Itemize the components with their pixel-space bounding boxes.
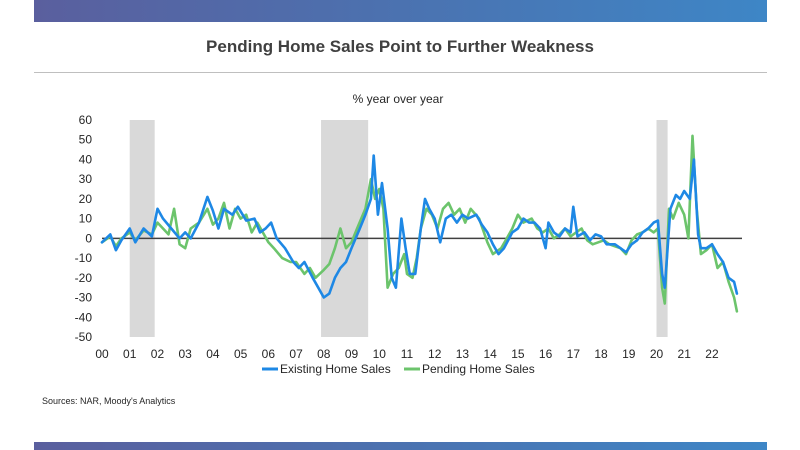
x-tick-label: 15 [511,347,525,361]
x-tick-label: 00 [95,347,109,361]
x-tick-label: 13 [456,347,470,361]
y-tick-label: 10 [79,212,93,226]
x-tick-label: 16 [539,347,553,361]
legend: Existing Home Sales Pending Home Sales [262,362,535,376]
y-tick-label: 50 [79,133,93,147]
x-tick-label: 22 [705,347,719,361]
source-note: Sources: NAR, Moody's Analytics [42,396,176,406]
x-tick-label: 11 [401,347,414,361]
title-divider [34,72,767,73]
y-tick-label: -30 [75,291,93,305]
top-banner [34,0,767,22]
x-tick-label: 08 [317,347,331,361]
x-tick-label: 09 [345,347,359,361]
y-tick-label: 20 [79,192,93,206]
series-lines [100,134,739,313]
chart-title: Pending Home Sales Point to Further Weak… [206,37,594,56]
y-tick-label: 60 [79,113,93,127]
y-tick-label: -10 [75,251,93,265]
x-tick-label: 17 [567,347,581,361]
x-tick-label: 06 [262,347,276,361]
x-tick-label: 02 [151,347,165,361]
legend-existing-label: Existing Home Sales [280,362,391,376]
x-tick-label: 04 [206,347,220,361]
x-tick-label: 12 [428,347,442,361]
x-tick-label: 05 [234,347,248,361]
y-tick-label: -50 [75,330,93,344]
x-tick-label: 18 [594,347,608,361]
y-axis-label: % year over year [353,92,444,106]
y-tick-label: -40 [75,310,93,324]
y-tick-label: 30 [79,172,93,186]
x-tick-label: 03 [178,347,192,361]
x-tick-label: 07 [289,347,303,361]
x-tick-label: 10 [373,347,387,361]
y-tick-label: 40 [79,152,93,166]
x-tick-labels: 00 01 02 03 04 05 06 07 08 09 10 11 12 13 14 15 16 17 18 19… [95,347,719,361]
recession-shading [129,120,668,337]
existing-home-sales-line [100,154,739,299]
legend-pending-label: Pending Home Sales [422,362,535,376]
x-tick-label: 21 [678,347,692,361]
x-tick-label: 14 [483,347,497,361]
x-tick-label: 20 [650,347,664,361]
y-tick-label: 0 [85,231,92,245]
x-tick-label: 01 [123,347,137,361]
x-tick-label: 19 [622,347,636,361]
y-tick-label: -20 [75,271,93,285]
recession-band [656,120,668,337]
bottom-banner [34,442,767,450]
y-tick-labels: 60 50 40 30 20 10 0 -10 -20 -30 -40 -50 [75,113,93,344]
